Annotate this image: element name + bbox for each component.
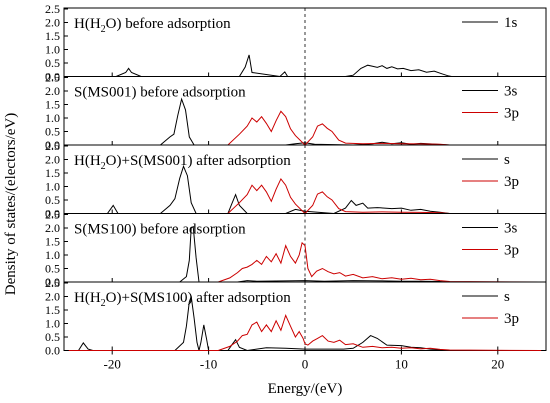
legend-label-3s: 3s	[504, 84, 518, 100]
y-tick-label: 1.5	[45, 303, 60, 317]
y-tick-label: 2.0	[45, 84, 60, 98]
legend-label-1s: 1s	[504, 15, 518, 31]
y-tick-label: 2.0	[45, 16, 60, 30]
y-tick-label: 0.5	[45, 262, 60, 276]
series-line-3s	[68, 97, 450, 146]
y-tick-label: 1.5	[45, 29, 60, 43]
series-line-3p	[68, 241, 542, 283]
panel-title: S(MS001) before adsorption	[74, 85, 246, 101]
y-tick-label: 2.5	[45, 2, 60, 16]
y-tick-label: 0.5	[45, 193, 60, 207]
x-tick-label: 20	[491, 357, 504, 372]
legend-label-3p: 3p	[504, 174, 519, 190]
y-tick-label: 0.5	[45, 330, 60, 344]
panel-1: 0.00.51.01.52.02.5H(H2O) before adsorpti…	[45, 2, 547, 84]
y-tick-label: 1.0	[45, 180, 60, 194]
y-tick-label: 0.0	[45, 207, 60, 221]
y-tick-label: 1.5	[45, 166, 60, 180]
y-tick-label: 2.0	[45, 221, 60, 235]
panel-title: H(H2O)+S(MS001) after adsorption	[74, 153, 291, 172]
y-tick-label: 1.5	[45, 98, 60, 112]
y-tick-label: 2.5	[45, 71, 60, 85]
y-tick-label: 2.5	[45, 208, 60, 222]
series-line-3p	[68, 110, 542, 146]
panel-4: 0.00.51.01.52.02.5S(MS100) before adsorp…	[45, 208, 547, 289]
legend-label-3s: 3s	[504, 221, 518, 237]
panel-title: S(MS100) before adsorption	[74, 222, 246, 238]
y-tick-label: 2.5	[45, 276, 60, 290]
legend-label-3p: 3p	[504, 243, 519, 259]
series-line-s	[68, 296, 450, 352]
legend-label-s: s	[504, 152, 510, 168]
y-tick-label: 1.0	[45, 317, 60, 331]
legend-label-3p: 3p	[504, 106, 519, 122]
y-tick-label: 2.0	[45, 290, 60, 304]
panel-5: 0.00.51.01.52.02.5H(H2O)+S(MS100) after …	[45, 276, 547, 358]
x-tick-label: 0	[302, 357, 309, 372]
y-tick-label: 0.5	[45, 56, 60, 70]
x-tick-label: -20	[104, 357, 121, 372]
dos-panels: 0.00.51.01.52.02.5H(H2O) before adsorpti…	[45, 2, 547, 358]
x-axis: -20 -10 0 10 20	[104, 350, 504, 372]
series-line-s	[68, 164, 450, 215]
y-tick-label: 1.0	[45, 43, 60, 57]
y-tick-label: 0.5	[45, 125, 60, 139]
y-tick-label: 2.5	[45, 139, 60, 153]
panel-title: H(H2O) before adsorption	[74, 16, 231, 35]
panel-3: 0.00.51.01.52.02.5H(H2O)+S(MS001) after …	[45, 139, 547, 221]
x-axis-label: Energy/(eV)	[268, 381, 343, 397]
legend-label-s: s	[504, 289, 510, 305]
y-tick-label: 2.0	[45, 153, 60, 167]
y-tick-label: 1.0	[45, 111, 60, 125]
panel-title: H(H2O)+S(MS100) after adsorption	[74, 290, 291, 309]
panel-2: 0.00.51.01.52.02.5S(MS001) before adsorp…	[45, 71, 547, 152]
series-line-3s	[68, 225, 450, 283]
x-tick-label: 10	[395, 357, 408, 372]
y-tick-label: 1.0	[45, 248, 60, 262]
legend-label-3p: 3p	[504, 311, 519, 327]
y-tick-label: 0.0	[45, 275, 60, 289]
series-line-1s	[68, 54, 452, 78]
x-tick-label: -10	[200, 357, 217, 372]
series-line-3p	[68, 177, 542, 215]
y-tick-label: 0.0	[45, 344, 60, 358]
y-axis-label: Density of states/(electors/eV)	[3, 113, 19, 295]
series-line-3p	[68, 314, 542, 351]
y-tick-label: 1.5	[45, 235, 60, 249]
y-tick-label: 0.0	[45, 70, 60, 84]
y-tick-label: 0.0	[45, 138, 60, 152]
